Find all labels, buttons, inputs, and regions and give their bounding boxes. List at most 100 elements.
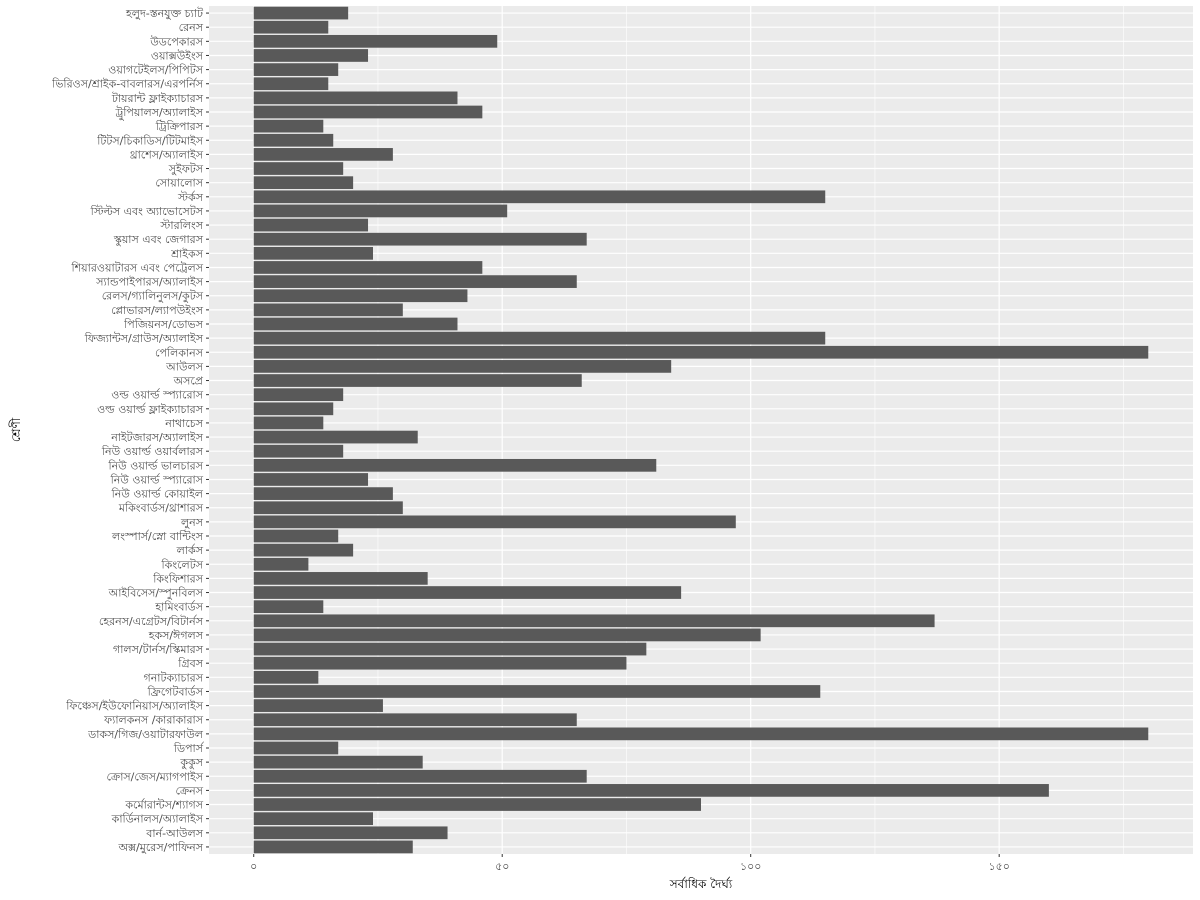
bar <box>253 713 577 727</box>
category-label: নিউ ওয়ার্ল্ড ভালচারস <box>107 459 203 472</box>
bar <box>253 317 458 331</box>
category-label: মকিংবার্ডস/থ্রাশারস <box>118 502 204 515</box>
bar <box>253 204 508 218</box>
bar <box>253 685 821 698</box>
category-label: ডিপার্স <box>173 742 205 755</box>
category-label: আইবিসেস/স্পুনবিলস <box>108 587 204 600</box>
x-tick-label: ১৫০ <box>988 860 1009 873</box>
category-label: কিংলেটস <box>161 558 204 571</box>
bar <box>253 416 324 430</box>
bar <box>253 826 448 840</box>
x-tick-label: ০ <box>250 860 257 873</box>
category-label: লংস্পার্স/স্নো বান্টিংস <box>111 530 204 543</box>
bar <box>253 656 627 670</box>
category-label: ফিজ্যান্টস/গ্রাউস/অ্যালাইস <box>84 332 204 345</box>
bar <box>253 501 403 515</box>
grid-lines <box>209 6 1193 854</box>
bar <box>253 303 403 317</box>
category-label: নিউ ওয়ার্ল্ড স্প্যারোস <box>110 473 204 486</box>
category-label: নাথাচেস <box>164 417 203 430</box>
bar <box>253 727 1149 741</box>
bar <box>253 529 339 543</box>
category-label: আউলস <box>165 360 204 373</box>
x-tick-labels: ০ ৫০ ১০০ ১৫০ <box>250 854 1010 873</box>
x-tick-label: ৫০ <box>495 860 509 873</box>
bar <box>253 345 1149 359</box>
bar <box>253 133 334 147</box>
category-label: টায়রান্ট ফ্লাইক্যাচারস <box>111 92 204 105</box>
category-label: স্টর্কস <box>177 191 204 204</box>
bar <box>253 642 647 656</box>
category-label: প্লোভারস/ল্যাপউইংস <box>111 304 204 317</box>
category-label: রেলস/গ্যালিনুলস/কুটস <box>102 290 204 303</box>
bar <box>253 162 344 175</box>
category-label: লার্কস <box>176 544 204 557</box>
category-label: ওল্ড ওয়ার্ল্ড ফ্লাইক্যাচারস <box>97 403 204 416</box>
bar <box>253 20 329 34</box>
category-label: নিউ ওয়ার্ল্ড ওয়ার্বলারস <box>101 445 204 458</box>
bar <box>253 769 587 783</box>
category-label: রেনস <box>179 21 204 34</box>
category-label: গ্রিবস <box>177 657 204 670</box>
category-label: কর্মোরান্টস/শ্যাগস <box>124 799 203 812</box>
category-label: স্টিল্টস এবং অ্যাভোসেটস <box>90 205 204 218</box>
category-label: ফ্রিগেটবার্ডস <box>147 685 204 698</box>
bar <box>253 600 324 614</box>
bar <box>253 798 701 811</box>
category-label: উডপেকারস <box>149 35 203 48</box>
bar <box>253 572 428 585</box>
bar <box>253 586 682 599</box>
x-axis-title: সর্বাধিক দৈর্ঘ্য <box>669 877 733 891</box>
category-label: হামিংবার্ডস <box>154 601 203 614</box>
bar <box>253 473 369 486</box>
category-label: ফ্যালকনস /কারাকারাস <box>103 714 204 727</box>
bar <box>253 190 826 204</box>
category-label: পিজিয়নস/ডোভস <box>123 318 204 331</box>
category-label: শ্রাইকস <box>170 247 204 260</box>
bar <box>253 91 458 105</box>
category-label: নাইটজারস/অ্যালাইস <box>110 431 204 444</box>
bar <box>253 515 736 529</box>
category-label: বার্ন-আউলস <box>145 827 203 840</box>
bar <box>253 784 1049 797</box>
bar <box>253 755 423 769</box>
bar <box>253 148 393 161</box>
bar <box>253 543 354 557</box>
bar <box>253 444 344 458</box>
bar <box>253 105 483 119</box>
bar <box>253 614 935 628</box>
category-label: পেলিকানস <box>155 346 204 359</box>
bar <box>253 402 334 416</box>
category-label: ট্রিক্রিপারস <box>155 120 204 133</box>
bar <box>253 374 582 387</box>
category-label: ওয়াগটেইলস/পিপিটস <box>108 64 204 77</box>
category-label: স্যান্ডপাইপারস/অ্যালাইস <box>95 276 204 289</box>
category-label: ক্রেনস <box>176 784 204 797</box>
bar <box>253 119 324 133</box>
category-label: টিটস/চিকাডিস/টিটমাইস <box>96 134 203 147</box>
category-label: অসপ্রে <box>173 375 204 388</box>
bar <box>253 741 339 755</box>
category-label: গনাটক্যাচারস <box>144 671 204 684</box>
category-label: কিংফিশারস <box>152 572 204 585</box>
category-label: শিয়ারওয়াটারস এবং পেট্রেলস <box>71 261 204 274</box>
bar <box>253 246 373 260</box>
bar <box>253 63 339 76</box>
bar <box>253 275 577 288</box>
category-label: ওয়াক্সউইংস <box>151 49 204 62</box>
bar <box>253 232 587 246</box>
bar <box>253 812 373 826</box>
category-label: ফিঞ্চেস/ইউফোনিয়াস/অ্যালাইস <box>65 700 204 713</box>
category-label: সুইফটস <box>168 163 204 176</box>
category-label: ক্রোস/জেস/ম্যাগপাইস <box>107 770 204 783</box>
bar <box>253 331 826 345</box>
bar <box>253 49 369 62</box>
bar <box>253 261 483 274</box>
category-label: সোয়ালোস <box>155 177 203 190</box>
y-tick-labels: হলুদ-স্তনযুক্ত চ্যাটরেনসউডপেকারসওয়াক্সউ… <box>51 7 209 854</box>
category-label: স্কুয়াস এবং জেগারস <box>113 233 204 246</box>
bar <box>253 430 418 444</box>
category-label: হেরনস/এগ্রেটস/বিটার্নস <box>99 615 204 628</box>
bar <box>253 699 383 712</box>
